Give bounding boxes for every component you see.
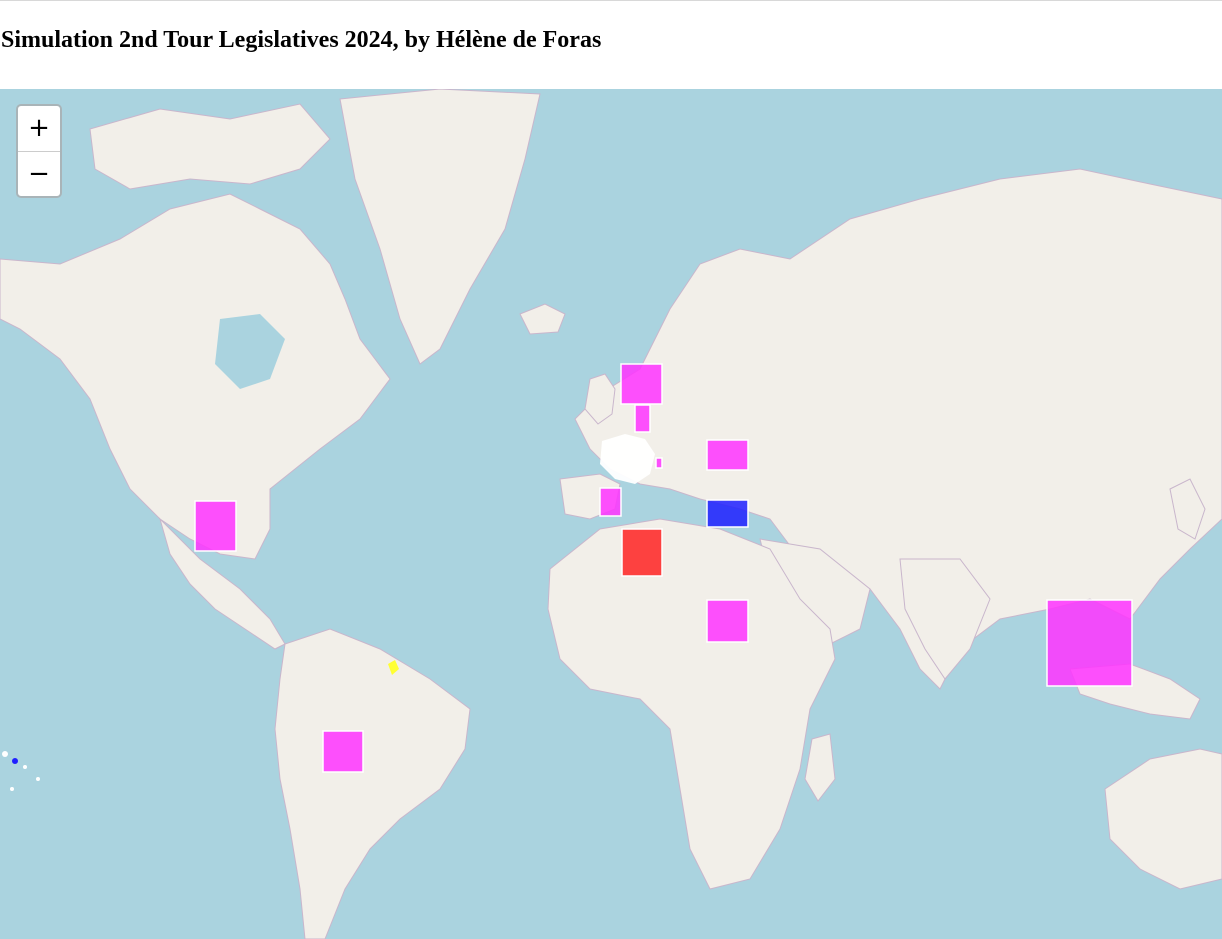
marker-benelux[interactable] xyxy=(634,404,651,433)
marker-iberia[interactable] xyxy=(599,487,622,517)
land-india xyxy=(899,558,991,680)
map-container[interactable]: + − xyxy=(0,89,1222,939)
land-greenland xyxy=(339,89,541,365)
page-title: Simulation 2nd Tour Legislatives 2024, b… xyxy=(1,27,602,53)
top-divider xyxy=(0,0,1222,1)
marker-north-america[interactable] xyxy=(194,500,237,552)
marker-south-america[interactable] xyxy=(322,730,364,773)
marker-france-metropole[interactable] xyxy=(600,434,655,484)
marker-french-guiana[interactable] xyxy=(388,660,399,675)
zoom-in-button[interactable]: + xyxy=(28,113,50,143)
land-central-america xyxy=(158,517,286,650)
map-canvas[interactable] xyxy=(0,89,1222,939)
marker-eastern-mediterranean[interactable] xyxy=(706,499,749,528)
land-africa xyxy=(547,518,836,890)
marker-eastern-europe[interactable] xyxy=(706,439,749,471)
land-iceland xyxy=(519,303,566,335)
marker-pacific-territories[interactable] xyxy=(2,751,40,791)
marker-north-africa[interactable] xyxy=(621,528,663,577)
marker-switzerland[interactable] xyxy=(655,457,663,469)
land-madagascar xyxy=(804,733,836,802)
land-south-america xyxy=(274,628,471,939)
land-north-america xyxy=(0,193,391,560)
land-japan xyxy=(1169,478,1206,540)
marker-northern-europe[interactable] xyxy=(620,363,663,405)
land-arctic-islands xyxy=(89,103,331,190)
marker-asia-oceania[interactable] xyxy=(1046,599,1133,687)
marker-central-africa[interactable] xyxy=(706,599,749,643)
lake-hudson-bay xyxy=(215,314,285,389)
land-great-britain xyxy=(584,373,616,425)
zoom-out-button[interactable]: − xyxy=(18,151,60,196)
zoom-control: + − xyxy=(16,104,62,198)
land-australia xyxy=(1104,748,1222,890)
